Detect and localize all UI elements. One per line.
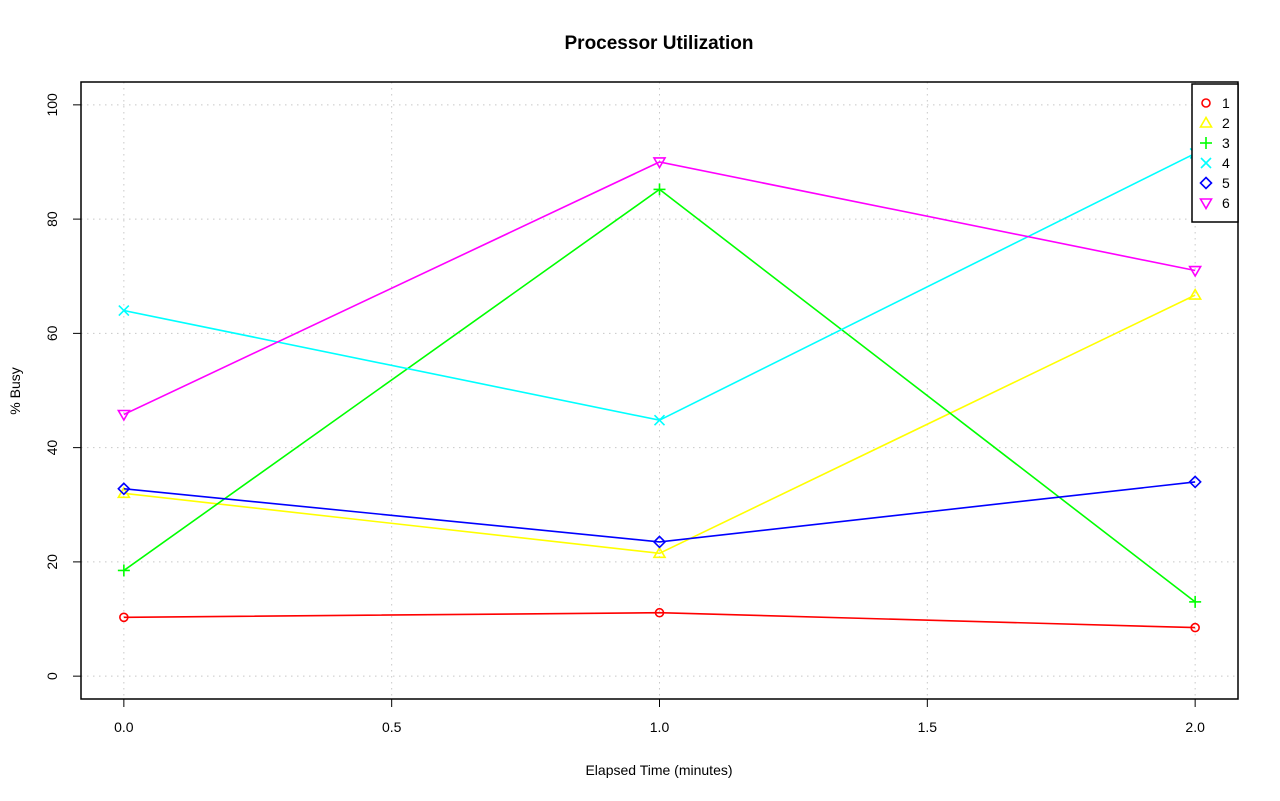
data-point-series-5 <box>117 482 131 496</box>
legend-label: 3 <box>1222 135 1230 151</box>
x-tick-label: 1.0 <box>650 719 670 735</box>
data-point-series-6 <box>652 157 667 170</box>
legend-marker-2 <box>1199 115 1213 128</box>
legend-label: 6 <box>1222 195 1230 211</box>
legend-box <box>1191 83 1239 223</box>
data-point-series-4 <box>653 414 666 426</box>
data-point-series-2 <box>652 546 667 559</box>
x-tick-label: 0.5 <box>382 719 402 735</box>
y-tick-label: 40 <box>44 440 60 456</box>
y-tick-label: 60 <box>44 325 60 341</box>
series-line-5 <box>123 481 1196 543</box>
data-point-series-1 <box>1190 622 1200 633</box>
data-point-series-6 <box>116 409 131 422</box>
legend-label: 1 <box>1222 95 1230 111</box>
legend-marker-4 <box>1200 157 1212 169</box>
x-tick-label: 1.5 <box>918 719 938 735</box>
data-point-series-1 <box>654 607 665 618</box>
legend-label: 4 <box>1222 155 1230 171</box>
data-point-series-5 <box>652 535 667 549</box>
series-line-2 <box>123 294 1196 555</box>
legend-marker-5 <box>1199 176 1213 190</box>
data-point-series-1 <box>119 612 129 623</box>
x-axis-label: Elapsed Time (minutes) <box>585 762 732 778</box>
data-point-series-3 <box>653 183 666 196</box>
data-point-series-2 <box>1188 287 1203 300</box>
x-tick-label: 2.0 <box>1185 719 1205 735</box>
series-line-6 <box>123 161 1196 416</box>
legend-marker-1 <box>1201 98 1211 108</box>
plot-frame <box>80 81 1239 700</box>
legend-marker-6 <box>1199 198 1213 211</box>
legend-label: 5 <box>1222 175 1230 191</box>
x-tick-label: 0.0 <box>114 719 134 735</box>
data-point-series-6 <box>1188 265 1203 278</box>
legend-label: 2 <box>1222 115 1230 131</box>
series-line-1 <box>123 611 1196 629</box>
y-tick-label: 0 <box>44 672 60 680</box>
data-point-series-3 <box>117 564 130 577</box>
data-point-series-3 <box>1189 595 1202 608</box>
legend: 1 2 3 4 5 6 <box>1191 83 1239 223</box>
data-point-series-4 <box>118 304 130 317</box>
y-tick-label: 100 <box>44 93 60 117</box>
data-point-series-5 <box>1188 475 1202 489</box>
legend-marker-3 <box>1200 137 1212 149</box>
grid-lines <box>81 82 1238 699</box>
y-axis-label: % Busy <box>7 367 23 414</box>
y-tick-label: 80 <box>44 211 60 227</box>
axes: 0.0 0.5 1.0 1.5 2.0 0 20 40 60 80 100 <box>44 93 1205 735</box>
series-group <box>116 147 1203 633</box>
chart-title: Processor Utilization <box>565 33 754 54</box>
y-tick-label: 20 <box>44 554 60 570</box>
